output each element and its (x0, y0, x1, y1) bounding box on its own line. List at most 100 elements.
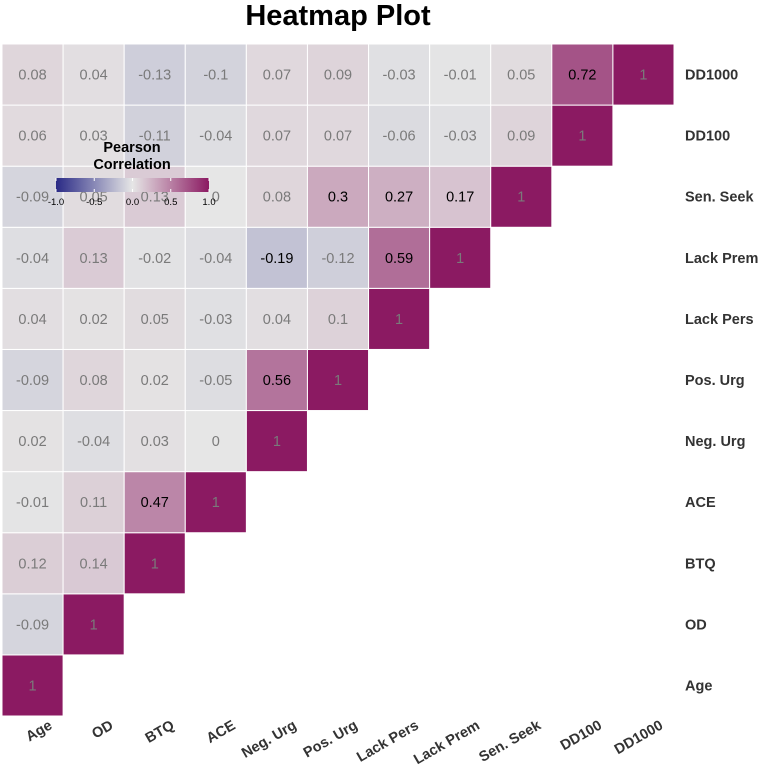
heatmap-cell (306, 287, 370, 350)
heatmap-cell (245, 410, 308, 473)
x-axis-label: Pos. Urg (301, 718, 361, 762)
cell-value-label: 0.06 (18, 129, 46, 145)
cell-value-label: 0.02 (18, 434, 46, 450)
x-axis-label: ACE (204, 717, 239, 746)
heatmap-cell (184, 471, 247, 534)
heatmap-cell (306, 348, 370, 412)
cell-value-label: 1 (578, 129, 586, 145)
cell-value-label: -0.1 (203, 68, 228, 84)
cell-value-label: 0.02 (141, 373, 169, 389)
x-axis-label: BTQ (143, 718, 178, 747)
x-axis-label: Age (23, 718, 55, 746)
x-axis-label: Lack Prem (411, 718, 483, 769)
cell-value-label: 0.09 (507, 129, 535, 145)
cell-value-label: 0.07 (263, 68, 291, 84)
cell-value-label: -0.04 (199, 129, 232, 145)
heatmap-cell (123, 532, 186, 595)
cell-value-label: -0.13 (138, 68, 171, 84)
cell-value-label: -0.06 (383, 129, 416, 145)
legend-title-line-2: Correlation (93, 157, 170, 173)
heatmap-cell (184, 348, 247, 412)
cell-value-label: -0.01 (444, 68, 477, 84)
cell-value-label: 1 (151, 556, 159, 572)
heatmap-cell (123, 471, 186, 534)
heatmap-cell (490, 165, 553, 228)
cell-value-label: 0.1 (328, 312, 348, 328)
heatmap-cell (429, 104, 492, 167)
color-legend: Pearson Correlation -1.0 -0.5 0.0 0.5 1.0 (48, 140, 216, 208)
cell-value-label: 1 (395, 312, 403, 328)
y-axis-label: Neg. Urg (685, 434, 745, 450)
cell-value-label: -0.04 (199, 251, 232, 267)
y-axis-label: DD1000 (685, 68, 738, 84)
x-axis-label: Neg. Urg (239, 718, 299, 762)
x-axis-label: DD1000 (612, 718, 666, 758)
cell-value-label: -0.19 (260, 251, 293, 267)
heatmap-cell (184, 104, 247, 167)
cell-value-label: 0.07 (324, 129, 352, 145)
heatmap-cell (245, 43, 308, 106)
cell-value-label: 0.27 (385, 190, 413, 206)
heatmap-cell (184, 287, 247, 350)
cell-value-label: -0.09 (16, 373, 49, 389)
cell-value-label: 1 (273, 434, 281, 450)
cell-value-label: 0.09 (324, 68, 352, 84)
legend-tick-label: 0.5 (164, 197, 177, 208)
y-axis-label: ACE (685, 495, 716, 511)
cell-value-label: -0.11 (139, 129, 171, 145)
heatmap-cell (62, 165, 125, 228)
cell-value-label: -0.05 (199, 373, 232, 389)
heatmap-cell (62, 104, 125, 167)
heatmap-cell (551, 104, 614, 167)
cell-value-label: 0.13 (141, 190, 169, 206)
heatmap-cell (368, 43, 431, 106)
y-axis-label: Lack Pers (685, 312, 754, 328)
cell-value-label: 0.08 (80, 373, 108, 389)
cell-value-label: 0.17 (446, 190, 474, 206)
cell-value-label: 0.02 (80, 312, 108, 328)
cell-value-label: 0.47 (141, 495, 169, 511)
cell-value-label: 0.04 (18, 312, 46, 328)
heatmap-cell (123, 104, 186, 167)
cell-value-label: 0.3 (328, 190, 348, 206)
cell-value-label: 0.05 (80, 190, 108, 206)
cell-value-label: 1 (456, 251, 464, 267)
x-axis-label: OD (89, 718, 116, 743)
y-axis-label: BTQ (685, 556, 716, 572)
cell-value-label: 1 (90, 617, 98, 633)
heatmap-cell (1, 654, 64, 717)
heatmap-cell (490, 43, 553, 106)
cell-value-label: 0.11 (80, 495, 107, 511)
cell-value-label: 0.07 (263, 129, 291, 145)
heatmap-cell (184, 43, 247, 106)
heatmap-cell (429, 226, 492, 289)
cell-value-label: 0.08 (263, 190, 291, 206)
heatmap-cell (123, 410, 186, 473)
x-axis-label: Lack Pers (354, 718, 421, 766)
cell-value-label: 1 (212, 495, 220, 511)
cell-value-label: 0.72 (568, 68, 596, 84)
cell-value-label: -0.04 (16, 251, 49, 267)
y-axis-label: OD (685, 617, 707, 633)
cell-value-label: 0 (212, 190, 220, 206)
heatmap-cell (1, 226, 64, 289)
cell-value-label: 0.05 (141, 312, 169, 328)
heatmap-cell (368, 226, 431, 289)
heatmap-cell (123, 348, 186, 412)
cell-value-label: 0.03 (80, 129, 108, 145)
cell-value-label: -0.09 (16, 617, 49, 633)
heatmap-cell (62, 43, 125, 106)
heatmap-cell (490, 104, 553, 167)
cell-value-label: 0.59 (385, 251, 413, 267)
y-axis-label: Sen. Seek (685, 190, 754, 206)
heatmap-cell (1, 471, 64, 534)
cell-value-label: 1 (29, 678, 37, 694)
heatmap-cell (1, 593, 64, 656)
heatmap-cell (306, 43, 370, 106)
cell-value-label: 0.05 (507, 68, 535, 84)
y-axis-label: Age (685, 678, 712, 694)
heatmap-cells (1, 43, 675, 717)
cell-value-label: 0.03 (141, 434, 169, 450)
cell-value-label: -0.03 (383, 68, 416, 84)
heatmap-cell (245, 348, 308, 412)
